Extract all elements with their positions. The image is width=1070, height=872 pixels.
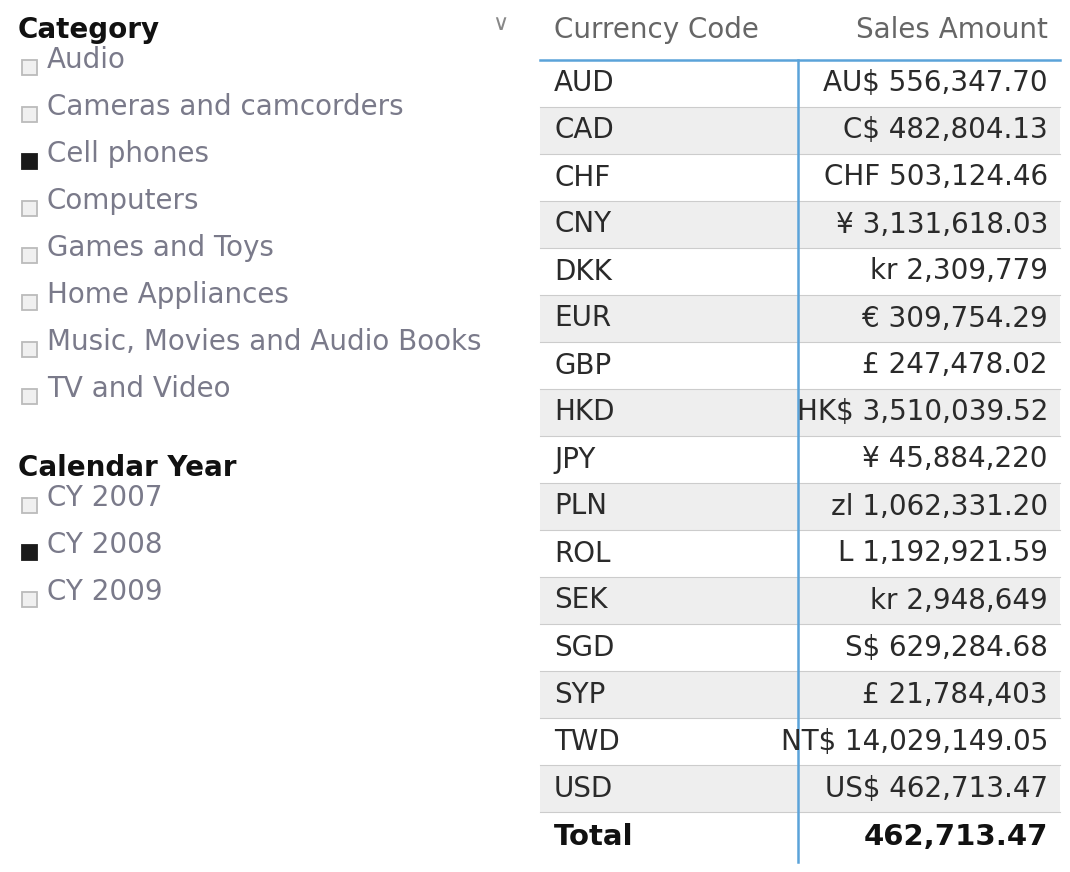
Text: ∨: ∨ [492,14,508,34]
Text: DKK: DKK [554,257,612,285]
Text: 462,713.47: 462,713.47 [863,823,1048,851]
Bar [540,671,1060,718]
Text: L 1,192,921.59: L 1,192,921.59 [838,540,1048,568]
Text: CY 2007: CY 2007 [47,484,163,512]
Text: CAD: CAD [554,117,614,145]
Bar [540,295,1060,342]
Text: Total: Total [554,823,633,851]
Bar [22,592,37,607]
Text: USD: USD [554,774,613,802]
Bar [22,107,37,122]
Text: CHF: CHF [554,164,610,192]
Text: Cameras and camcorders: Cameras and camcorders [47,93,403,121]
Text: PLN: PLN [554,493,607,521]
Bar [540,765,1060,812]
Text: SGD: SGD [554,633,614,662]
Text: CY 2009: CY 2009 [47,578,163,606]
Text: AU$ 556,347.70: AU$ 556,347.70 [824,70,1048,98]
Text: £ 21,784,403: £ 21,784,403 [862,680,1048,708]
Text: ROL: ROL [554,540,611,568]
Text: Cell phones: Cell phones [47,140,209,168]
Text: SYP: SYP [554,680,606,708]
Bar [22,498,37,513]
Text: £ 247,478.02: £ 247,478.02 [862,351,1048,379]
Bar [540,107,1060,154]
Text: US$ 462,713.47: US$ 462,713.47 [825,774,1048,802]
Text: € 309,754.29: € 309,754.29 [862,304,1048,332]
Text: Calendar Year: Calendar Year [18,454,236,482]
Bar [540,812,1060,862]
Bar [540,201,1060,248]
Bar [22,342,37,357]
Text: ¥ 3,131,618.03: ¥ 3,131,618.03 [836,210,1048,239]
Text: Home Appliances: Home Appliances [47,281,289,309]
Text: Currency Code: Currency Code [554,16,759,44]
Text: CHF 503,124.46: CHF 503,124.46 [824,164,1048,192]
Text: TV and Video: TV and Video [47,375,230,403]
Bar [22,154,37,169]
Text: SEK: SEK [554,587,608,615]
Text: TWD: TWD [554,727,620,755]
Bar [22,295,37,310]
Text: Audio: Audio [47,46,126,74]
Text: zl 1,062,331.20: zl 1,062,331.20 [831,493,1048,521]
Bar [22,389,37,404]
Text: ¥ 45,884,220: ¥ 45,884,220 [862,446,1048,473]
Text: CY 2008: CY 2008 [47,531,163,559]
Text: Category: Category [18,16,160,44]
Bar [540,483,1060,530]
Text: Computers: Computers [47,187,199,215]
Text: AUD: AUD [554,70,614,98]
Text: Games and Toys: Games and Toys [47,234,274,262]
Text: HK$ 3,510,039.52: HK$ 3,510,039.52 [797,399,1048,426]
Text: EUR: EUR [554,304,611,332]
Bar [22,248,37,263]
Bar [22,201,37,216]
Text: CNY: CNY [554,210,611,239]
Bar [540,389,1060,436]
Text: S$ 629,284.68: S$ 629,284.68 [845,633,1048,662]
Text: Music, Movies and Audio Books: Music, Movies and Audio Books [47,328,482,356]
Text: HKD: HKD [554,399,614,426]
Text: NT$ 14,029,149.05: NT$ 14,029,149.05 [781,727,1048,755]
Text: GBP: GBP [554,351,611,379]
Bar [22,60,37,75]
Text: kr 2,948,649: kr 2,948,649 [870,587,1048,615]
Text: C$ 482,804.13: C$ 482,804.13 [843,117,1048,145]
Text: JPY: JPY [554,446,595,473]
Text: Sales Amount: Sales Amount [856,16,1048,44]
Text: kr 2,309,779: kr 2,309,779 [870,257,1048,285]
Bar [22,545,37,560]
Bar [540,577,1060,624]
